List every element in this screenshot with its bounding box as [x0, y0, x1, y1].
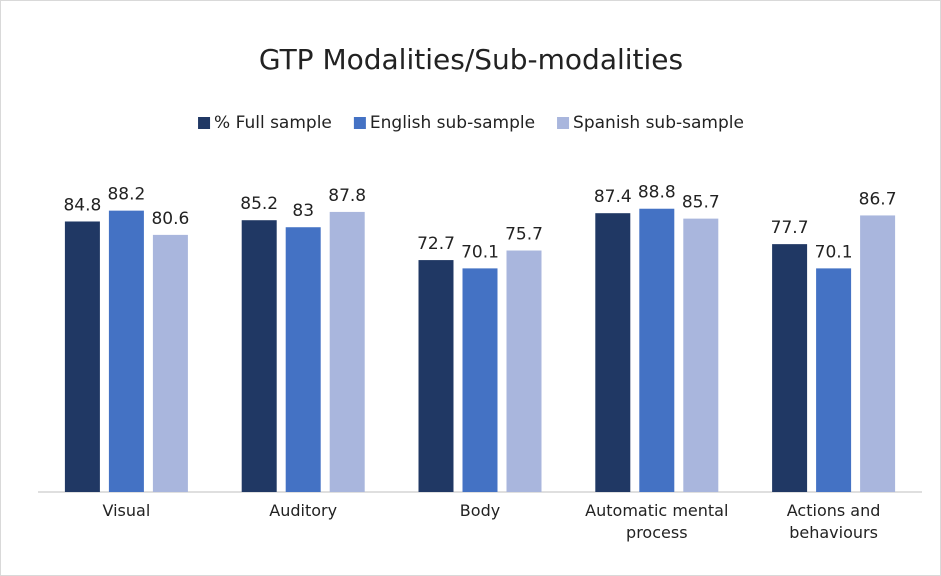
data-label: 85.7: [682, 193, 720, 213]
data-label: 83: [292, 201, 314, 221]
data-label: 70.1: [461, 242, 499, 262]
bar: [860, 215, 896, 492]
data-label: 87.4: [594, 187, 632, 207]
legend-label: Spanish sub-sample: [573, 113, 744, 133]
x-tick-label: Actions and behaviours: [786, 501, 881, 542]
bar: [639, 208, 675, 492]
data-label: 77.7: [771, 218, 809, 238]
bar: [152, 234, 188, 493]
bar: [285, 227, 321, 493]
data-label: 72.7: [417, 234, 455, 254]
data-label: 75.7: [505, 225, 543, 245]
bar: [683, 218, 719, 492]
x-tick-label: Automatic mental process: [585, 501, 729, 542]
data-label: 86.7: [859, 189, 897, 209]
bar: [241, 220, 277, 492]
legend-swatch: [198, 117, 211, 129]
bar: [418, 260, 454, 492]
bar: [108, 210, 144, 492]
legend-label: English sub-sample: [370, 113, 535, 133]
bar: [595, 213, 631, 492]
legend-swatch: [557, 117, 570, 129]
x-tick-label: Body: [459, 501, 501, 520]
chart-title: GTP Modalities/Sub-modalities: [259, 43, 683, 76]
legend-label: % Full sample: [214, 113, 332, 133]
data-label: 80.6: [151, 209, 189, 229]
x-tick-label: Visual: [102, 501, 151, 520]
bar: [64, 221, 100, 492]
data-label: 70.1: [815, 242, 853, 262]
data-label: 87.8: [328, 186, 366, 206]
data-label: 88.2: [107, 185, 145, 205]
bar: [506, 250, 542, 492]
data-label: 84.8: [63, 195, 101, 215]
data-label: 88.8: [638, 183, 676, 203]
bar: [772, 244, 808, 492]
data-label: 85.2: [240, 194, 278, 214]
bar: [462, 268, 498, 492]
bar: [329, 211, 365, 492]
bar: [816, 268, 852, 492]
x-tick-label: Auditory: [269, 501, 338, 520]
legend-swatch: [353, 117, 366, 129]
